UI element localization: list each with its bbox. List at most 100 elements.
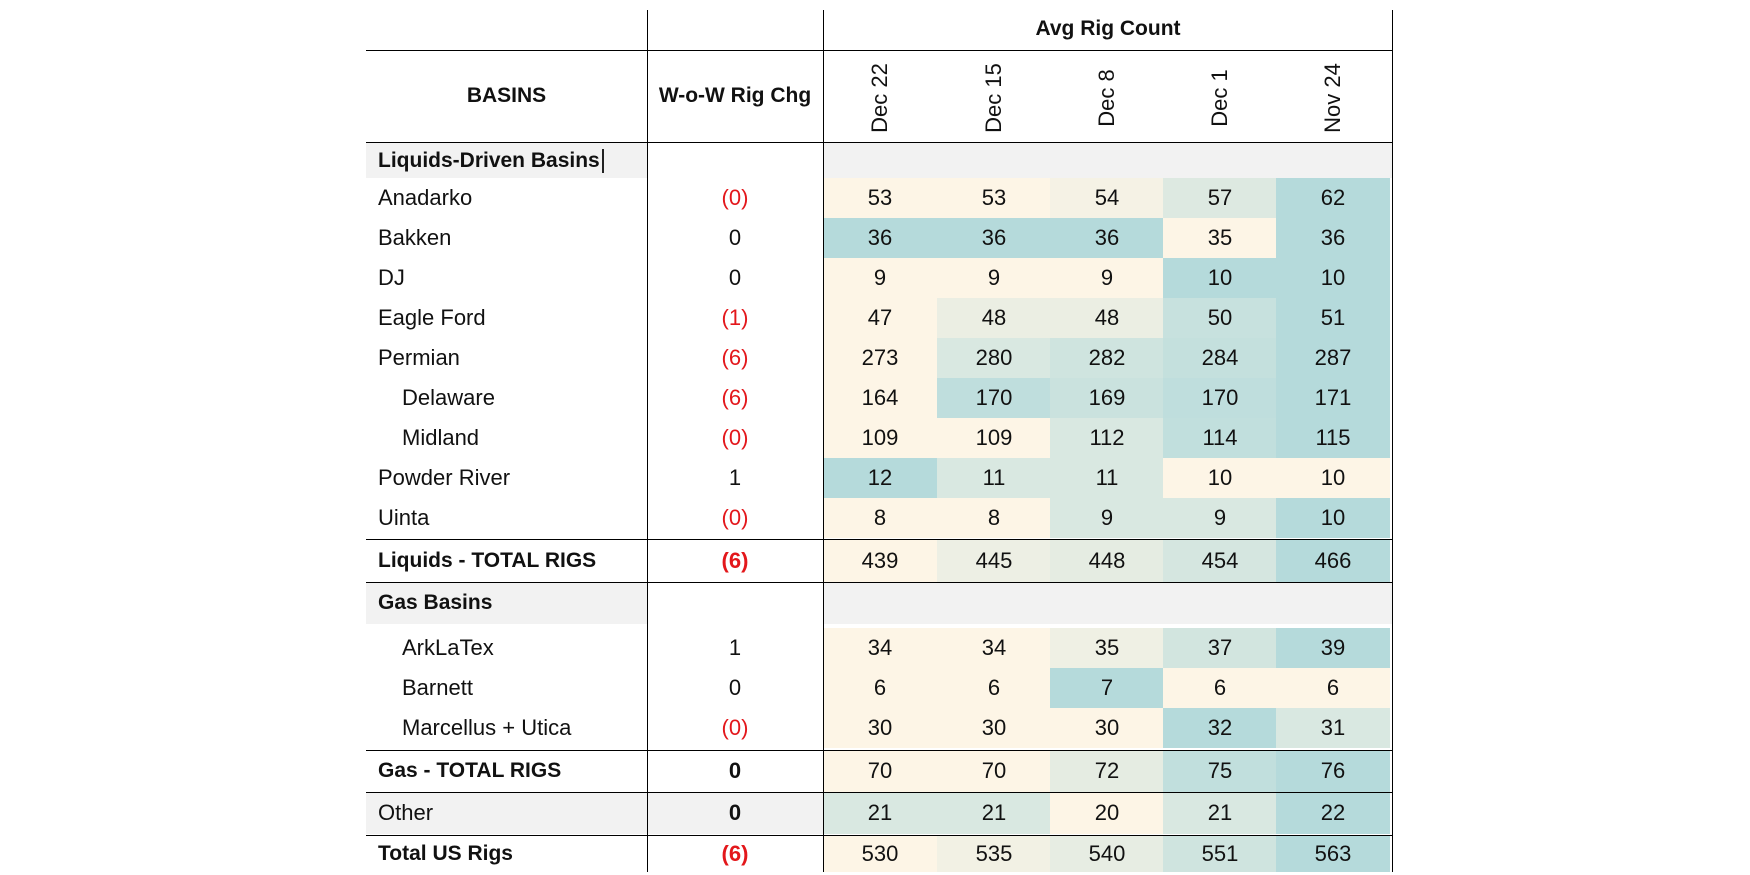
basin-name: Uinta [378,505,430,530]
rig-count-cell: 34 [937,628,1051,668]
rig-count-cell: 11 [937,458,1051,498]
rig-count-cell: 36 [823,218,937,258]
rig-count-cell: 551 [1163,835,1277,872]
rig-count-cell: 112 [1050,418,1164,458]
wow-change: 0 [728,225,742,250]
grid-line [1392,10,1393,872]
rig-count-cell: 36 [1276,218,1390,258]
rig-count-cell: 21 [1163,792,1277,834]
avg-rig-count-title: Avg Rig Count [1035,17,1181,40]
rig-count-cell: 169 [1050,378,1164,418]
rig-count-cell: 30 [823,708,937,748]
basin-name: Midland [402,425,480,450]
rig-count-cell: 70 [937,750,1051,792]
date-header: Nov 24 [1320,63,1345,133]
rig-count-cell: 114 [1163,418,1277,458]
wow-change: 0 [728,758,742,783]
grid-line [366,539,1393,540]
rig-count-cell: 10 [1163,458,1277,498]
wow-change-header: W-o-W Rig Chg [658,84,812,107]
rig-count-cell: 30 [937,708,1051,748]
rig-count-cell: 6 [823,668,937,708]
grid-line [366,142,1393,143]
grid-line [647,10,648,872]
rig-count-cell: 62 [1276,178,1390,218]
grid-line [366,750,1393,751]
basin-name: DJ [378,265,405,290]
wow-change: (6) [721,840,749,866]
rig-count-cell: 8 [937,498,1051,538]
rig-count-cell: 6 [1163,668,1277,708]
rig-count-cell: 47 [823,298,937,338]
rig-count-cell: 7 [1050,668,1164,708]
rig-count-cell: 454 [1163,540,1277,582]
rig-count-cell: 37 [1163,628,1277,668]
wow-change: 1 [728,465,742,490]
rig-count-cell: 39 [1276,628,1390,668]
rig-count-cell: 170 [1163,378,1277,418]
rig-count-cell: 535 [937,835,1051,872]
rig-count-cell: 51 [1276,298,1390,338]
rig-count-cell: 164 [823,378,937,418]
rig-count-cell: 280 [937,338,1051,378]
rig-count-cell: 20 [1050,792,1164,834]
basin-name: Total US Rigs [378,841,513,865]
rig-count-cell: 21 [823,792,937,834]
rig-count-cell: 171 [1276,378,1390,418]
basin-name: Marcellus + Utica [402,715,572,740]
rig-count-cell: 445 [937,540,1051,582]
text-cursor [601,148,604,173]
basin-name: Barnett [402,675,473,700]
basins-header: BASINS [466,84,547,107]
rig-count-cell: 284 [1163,338,1277,378]
rig-count-cell: 57 [1163,178,1277,218]
basin-name: Delaware [402,385,495,410]
rig-count-cell: 48 [1050,298,1164,338]
rig-count-cell: 466 [1276,540,1390,582]
basin-name: Anadarko [378,185,473,210]
rig-count-cell: 10 [1276,258,1390,298]
wow-change: (6) [721,548,749,573]
date-header: Dec 22 [867,63,892,133]
rig-count-cell: 9 [1163,498,1277,538]
wow-change: 0 [728,265,742,290]
rig-count-cell: 448 [1050,540,1164,582]
grid-line [366,835,1393,836]
basin-name: Liquids - TOTAL RIGS [378,549,597,572]
rig-count-cell: 9 [1050,258,1164,298]
wow-change: (0) [721,505,749,530]
rig-count-cell: 9 [823,258,937,298]
rig-count-cell: 36 [1050,218,1164,258]
rig-count-cell: 36 [937,218,1051,258]
rig-count-cell: 72 [1050,750,1164,792]
grid-line [366,582,1393,583]
rig-count-cell: 6 [1276,668,1390,708]
rig-count-cell: 8 [823,498,937,538]
basin-name: Eagle Ford [378,305,486,330]
wow-change: 1 [728,635,742,660]
rig-count-cell: 54 [1050,178,1164,218]
wow-change: (0) [721,185,749,210]
rig-count-cell: 30 [1050,708,1164,748]
rig-count-cell: 439 [823,540,937,582]
date-header: Dec 1 [1207,69,1232,127]
rig-count-cell: 35 [1163,218,1277,258]
wow-change: 0 [728,675,742,700]
basin-name: ArkLaTex [402,635,494,660]
rig-count-cell: 9 [937,258,1051,298]
grid-line [366,50,1393,51]
rig-count-cell: 540 [1050,835,1164,872]
basin-name: Bakken [378,225,452,250]
rig-count-cell: 70 [823,750,937,792]
date-header: Dec 8 [1094,69,1119,127]
rig-count-cell: 50 [1163,298,1277,338]
rig-count-cell: 12 [823,458,937,498]
rig-count-cell: 22 [1276,792,1390,834]
basin-name: Powder River [378,465,511,490]
section-shading [823,143,1393,178]
wow-change: (6) [721,385,749,410]
rig-count-cell: 530 [823,835,937,872]
rig-count-cell: 563 [1276,835,1390,872]
rig-count-cell: 11 [1050,458,1164,498]
rig-count-cell: 109 [937,418,1051,458]
